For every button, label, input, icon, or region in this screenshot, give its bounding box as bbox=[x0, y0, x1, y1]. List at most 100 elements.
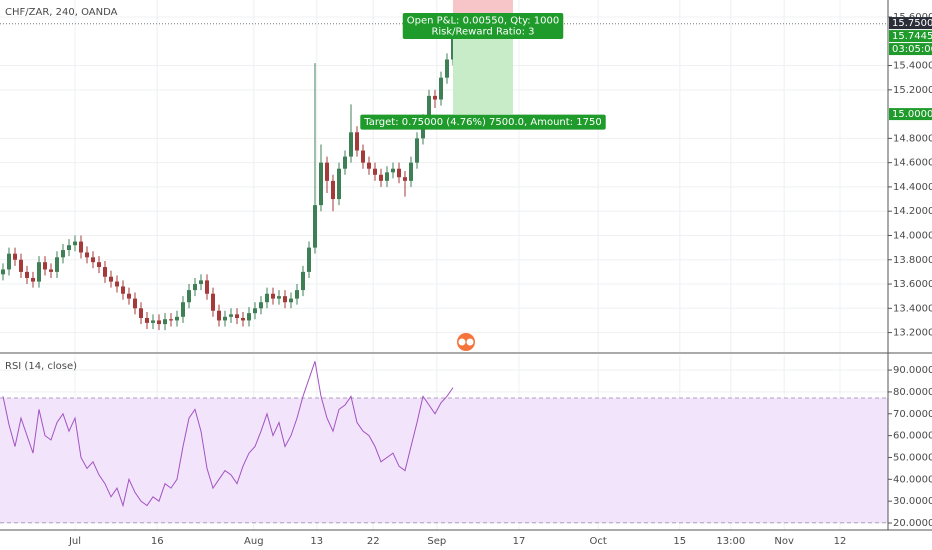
chart-title: CHF/ZAR, 240, OANDA bbox=[5, 7, 118, 18]
candle-body bbox=[403, 177, 407, 181]
y-tick-label: 70.0000 bbox=[893, 409, 932, 420]
candle-body bbox=[235, 314, 239, 319]
y-tick-label: 40.0000 bbox=[893, 474, 932, 485]
candle-body bbox=[91, 257, 95, 263]
candle-body bbox=[109, 276, 113, 282]
candle-body bbox=[121, 286, 125, 294]
candle-body bbox=[271, 293, 275, 299]
y-tick-label: 15.20000 bbox=[893, 85, 932, 96]
last-price-box bbox=[889, 30, 932, 43]
candle-body bbox=[385, 172, 389, 181]
y-tick-label: 13.20000 bbox=[893, 328, 932, 339]
target-price: 15.00000 bbox=[892, 109, 932, 120]
pnl-label: Open P&L: 0.00550, Qty: 1000 bbox=[407, 16, 560, 27]
candle-body bbox=[283, 296, 287, 303]
candle-body bbox=[13, 253, 17, 260]
target-label: Target: 0.75000 (4.76%) 7500.0, Amount: … bbox=[363, 117, 601, 128]
y-tick-label: 15.40000 bbox=[893, 61, 932, 72]
candle-body bbox=[295, 290, 299, 299]
candle-body bbox=[259, 302, 263, 309]
countdown: 03:05:06 bbox=[892, 44, 932, 55]
candle-body bbox=[367, 162, 371, 169]
target-label-box bbox=[360, 114, 606, 130]
candle-body bbox=[151, 320, 155, 323]
candle-body bbox=[145, 318, 149, 323]
candle-body bbox=[289, 298, 293, 303]
y-tick-label: 13.60000 bbox=[893, 279, 932, 290]
candle-body bbox=[103, 267, 107, 277]
candle-body bbox=[193, 284, 197, 291]
candle-body bbox=[97, 262, 101, 268]
candle-body bbox=[373, 168, 377, 175]
candle-body bbox=[115, 281, 119, 287]
candle-body bbox=[253, 308, 257, 314]
candle-body bbox=[61, 250, 65, 258]
candle-body bbox=[325, 162, 329, 181]
y-tick-label: 14.00000 bbox=[893, 230, 932, 241]
x-tick-label: 12 bbox=[834, 536, 847, 547]
x-tick-label: 22 bbox=[367, 536, 380, 547]
y-tick-label: 30.0000 bbox=[893, 496, 932, 507]
logo bbox=[457, 333, 475, 351]
entry-price: 15.75000 bbox=[892, 18, 932, 29]
candle-body bbox=[379, 174, 383, 181]
candle-body bbox=[67, 245, 71, 251]
candle-body bbox=[31, 277, 35, 282]
y-tick-label: 50.0000 bbox=[893, 452, 932, 463]
candle-body bbox=[79, 241, 83, 253]
candle-body bbox=[73, 241, 77, 246]
candle-body bbox=[361, 150, 365, 163]
candle-body bbox=[349, 132, 353, 157]
x-tick-label: 17 bbox=[513, 536, 526, 547]
candle-body bbox=[7, 253, 11, 270]
candle-body bbox=[19, 259, 23, 272]
candle-body bbox=[43, 262, 47, 270]
candle-body bbox=[355, 132, 359, 151]
y-tick-label: 14.60000 bbox=[893, 158, 932, 169]
overlay: Open P&L: 0.00550, Qty: 1000Risk/Reward … bbox=[0, 0, 932, 130]
entry-price-box bbox=[889, 17, 932, 30]
y-tick-label: 90.0000 bbox=[893, 365, 932, 376]
candle-body bbox=[277, 296, 281, 299]
candle-body bbox=[187, 290, 191, 303]
candle-body bbox=[343, 156, 347, 169]
candle-body bbox=[337, 168, 341, 200]
candle-body bbox=[241, 318, 245, 321]
candle-body bbox=[415, 138, 419, 163]
candle-body bbox=[211, 293, 215, 311]
candle-body bbox=[37, 262, 41, 282]
candle-body bbox=[157, 320, 161, 325]
y-tick-label: 14.40000 bbox=[893, 182, 932, 193]
candle-body bbox=[391, 168, 395, 173]
x-tick-label: Aug bbox=[244, 536, 264, 547]
candle-body bbox=[55, 257, 59, 272]
y-tick-label: 13.80000 bbox=[893, 255, 932, 266]
candle-body bbox=[427, 95, 431, 121]
rsi-band bbox=[0, 398, 888, 523]
countdown-box bbox=[889, 43, 932, 56]
candle-body bbox=[313, 205, 317, 248]
candle-body bbox=[1, 269, 5, 275]
candle-body bbox=[181, 302, 185, 317]
candle-body bbox=[445, 59, 449, 78]
candle-body bbox=[139, 308, 143, 319]
candle-body bbox=[409, 162, 413, 181]
y-tick-label: 60.0000 bbox=[893, 431, 932, 442]
x-tick-label: 13 bbox=[310, 536, 323, 547]
candle-body bbox=[49, 269, 53, 272]
candle-body bbox=[199, 280, 203, 285]
candle-body bbox=[223, 316, 227, 321]
candle-body bbox=[247, 313, 251, 321]
candle-body bbox=[439, 77, 443, 100]
pnl-label: Risk/Reward Ratio: 3 bbox=[431, 27, 534, 38]
candle-body bbox=[433, 95, 437, 100]
rsi-title: RSI (14, close) bbox=[5, 361, 77, 372]
candle-body bbox=[205, 280, 209, 294]
y-tick-label: 20.0000 bbox=[893, 518, 932, 529]
candle-body bbox=[175, 316, 179, 321]
pnl-label-box bbox=[402, 13, 564, 39]
candle-body bbox=[25, 271, 29, 278]
